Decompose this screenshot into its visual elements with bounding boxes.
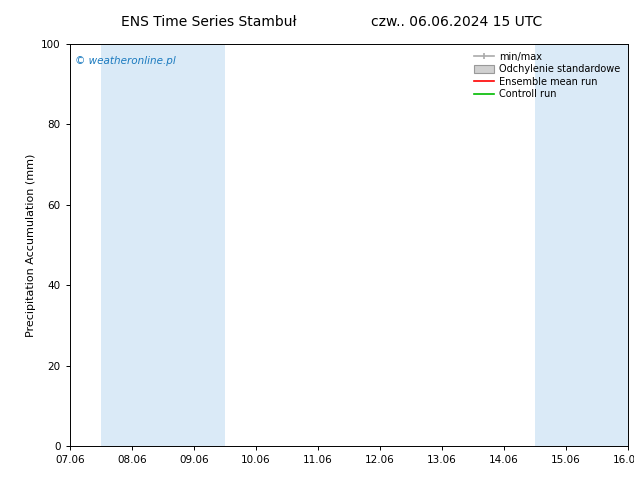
- Text: czw.. 06.06.2024 15 UTC: czw.. 06.06.2024 15 UTC: [371, 15, 542, 29]
- Bar: [597, 44, 634, 446]
- Bar: [101, 44, 224, 446]
- Bar: [534, 44, 597, 446]
- Y-axis label: Precipitation Accumulation (mm): Precipitation Accumulation (mm): [25, 153, 36, 337]
- Legend: min/max, Odchylenie standardowe, Ensemble mean run, Controll run: min/max, Odchylenie standardowe, Ensembl…: [472, 49, 623, 102]
- Text: © weatheronline.pl: © weatheronline.pl: [75, 56, 176, 66]
- Text: ENS Time Series Stambuł: ENS Time Series Stambuł: [122, 15, 297, 29]
